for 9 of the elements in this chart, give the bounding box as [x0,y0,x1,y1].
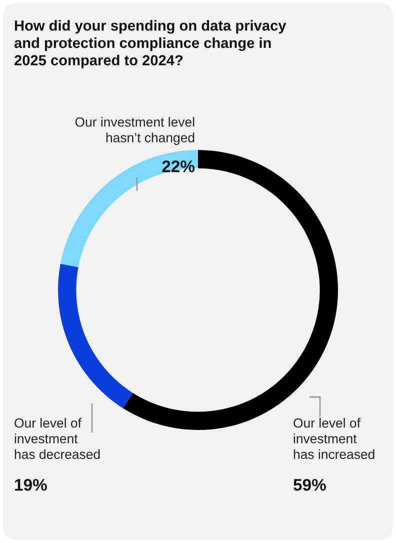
data-label: 22% [162,160,195,172]
donut-slice [60,150,198,268]
slice-label: Our investment level hasn’t changed [75,117,194,145]
chart-title: How did your spending on data privacy and protection compliance change in 2025 compared to 2024? [14,20,286,68]
data-label: 59% [294,478,326,491]
slice-label: Our level of investment has increased [294,418,374,459]
data-label: 19% [15,478,47,491]
slice-label: Our level of investment has decreased [14,418,100,459]
donut-slice [58,264,133,408]
